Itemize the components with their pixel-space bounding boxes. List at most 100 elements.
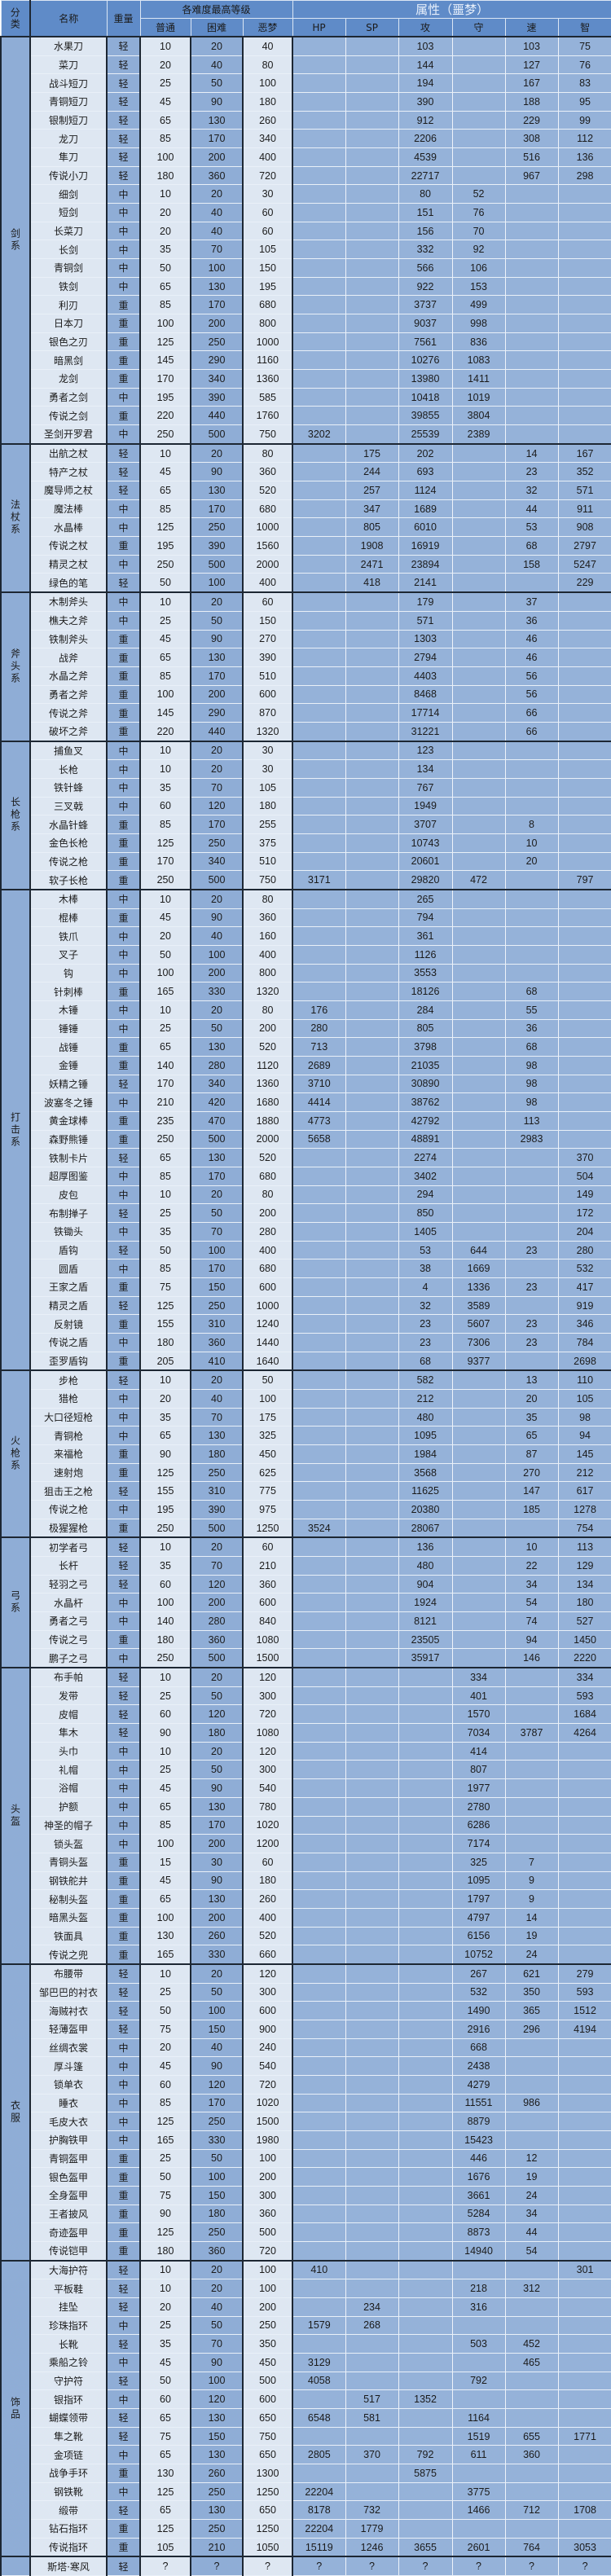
attr-spd: 23 — [504, 1277, 559, 1297]
attr-def: 10752 — [451, 1945, 506, 1965]
level-nightmare: 50 — [243, 1369, 294, 1391]
item-weight: 中 — [106, 1389, 141, 1409]
header-category: 分类 — [0, 0, 31, 37]
attr-sp — [345, 2185, 399, 2205]
attr-spd: 621 — [504, 1963, 559, 1984]
attr-hp — [292, 1444, 346, 1464]
level-nightmare: 1240 — [243, 1314, 294, 1334]
level-nightmare: 60 — [243, 203, 294, 222]
level-normal: 165 — [140, 1945, 191, 1965]
table-row: 神圣的帽子中 85 170 1020 6286 — [1, 1815, 611, 1835]
attr-spd: 20 — [504, 1389, 559, 1409]
item-name: 金色长枪 — [30, 833, 107, 853]
attr-hp: 3171 — [292, 870, 346, 890]
level-normal: 125 — [140, 2222, 191, 2242]
level-hard: 70 — [190, 1556, 244, 1576]
attr-spd — [504, 1148, 559, 1167]
level-hard: 390 — [190, 536, 244, 556]
attr-spd: 986 — [504, 2093, 559, 2113]
attr-int — [557, 2222, 611, 2242]
attr-def — [451, 1426, 506, 1446]
attr-sp: 268 — [345, 2315, 399, 2336]
item-name: 大口径短枪 — [30, 1407, 107, 1427]
attr-hp — [292, 1259, 346, 1279]
level-normal: 50 — [140, 2371, 191, 2391]
attr-sp — [345, 1037, 399, 1057]
attr-sp — [345, 666, 399, 686]
item-weight: 轻 — [106, 573, 141, 593]
level-hard: 70 — [190, 777, 244, 798]
attr-int — [557, 2389, 611, 2409]
attr-def: 1797 — [451, 1889, 506, 1909]
level-normal: 35 — [140, 1222, 191, 1242]
attr-def — [451, 629, 506, 649]
attr-spd: 3787 — [504, 1723, 559, 1743]
table-row: 勇者之斧重 100 200 600 8468 56 — [1, 684, 611, 705]
table-row: 歪罗盾钩重 205 410 1640 68 9377 2698 — [1, 1351, 611, 1371]
level-nightmare: 195 — [243, 276, 294, 297]
attr-sp — [345, 1500, 399, 1519]
level-nightmare: 80 — [243, 442, 294, 464]
attr-sp — [345, 1074, 399, 1094]
attr-int — [557, 703, 611, 723]
attr-def — [451, 1185, 506, 1205]
attr-spd — [504, 1203, 559, 1223]
item-weight: 中 — [106, 276, 141, 297]
attr-spd: 23 — [504, 1240, 559, 1260]
attr-sp — [345, 2093, 399, 2113]
level-nightmare: 200 — [243, 1203, 294, 1223]
table-row: 传说之剑重 220 440 1760 39855 3804 — [1, 406, 611, 426]
attr-def: 644 — [451, 1240, 506, 1260]
item-name: 金项链 — [30, 2445, 107, 2465]
attr-atk: 850 — [398, 1203, 453, 1223]
table-row: 平板鞋轻 10 20 100 218 312 — [1, 2279, 611, 2298]
attr-atk: 25539 — [398, 424, 453, 445]
item-weight: 轻 — [106, 2297, 141, 2317]
item-weight: 重 — [106, 833, 141, 853]
attr-hp: ? — [292, 2556, 346, 2576]
level-normal: 195 — [140, 387, 191, 407]
attr-spd: 24 — [504, 1945, 559, 1965]
attr-def — [451, 129, 506, 149]
table-row: 头巾中 10 20 120 414 — [1, 1741, 611, 1761]
attr-spd — [504, 573, 559, 593]
attr-hp: 8178 — [292, 2500, 346, 2521]
attr-def: 446 — [451, 2148, 506, 2169]
attr-def: 1083 — [451, 350, 506, 371]
attr-spd: 188 — [504, 92, 559, 112]
attr-int: 571 — [557, 481, 611, 500]
level-nightmare: 100 — [243, 73, 294, 94]
attr-int — [557, 777, 611, 798]
level-normal: 65 — [140, 481, 191, 500]
attr-atk — [398, 2074, 453, 2095]
level-nightmare: 30 — [243, 740, 294, 761]
attr-spd: 308 — [504, 129, 559, 149]
attr-int — [557, 740, 611, 761]
level-nightmare: 1640 — [243, 1351, 294, 1371]
attr-def — [451, 1407, 506, 1427]
header-attr-hp: HP — [292, 18, 346, 37]
attr-int: 4264 — [557, 1723, 611, 1743]
attr-sp — [345, 740, 399, 761]
level-normal: 10 — [140, 1667, 191, 1687]
level-hard: 130 — [190, 1796, 244, 1817]
level-nightmare: 175 — [243, 1407, 294, 1427]
attr-int — [557, 2240, 611, 2262]
attr-sp — [345, 908, 399, 928]
item-name: 护胸铁甲 — [30, 2130, 107, 2150]
attr-spd: 229 — [504, 110, 559, 130]
level-nightmare: 60 — [243, 1852, 294, 1872]
attr-int: 1708 — [557, 2500, 611, 2521]
attr-spd: 53 — [504, 517, 559, 538]
item-weight: 轻 — [106, 92, 141, 112]
item-weight: 重 — [106, 1889, 141, 1909]
item-name: 海贼衬衣 — [30, 2001, 107, 2020]
attr-hp — [292, 295, 346, 315]
table-row: 暗黑剑重 145 290 1160 10276 1083 — [1, 350, 611, 371]
attr-hp — [292, 1593, 346, 1613]
attr-spd: 127 — [504, 55, 559, 75]
attr-sp — [345, 648, 399, 667]
item-weight: 轻 — [106, 1481, 141, 1501]
attr-def — [451, 499, 506, 519]
item-name: 轻羽之弓 — [30, 1574, 107, 1594]
